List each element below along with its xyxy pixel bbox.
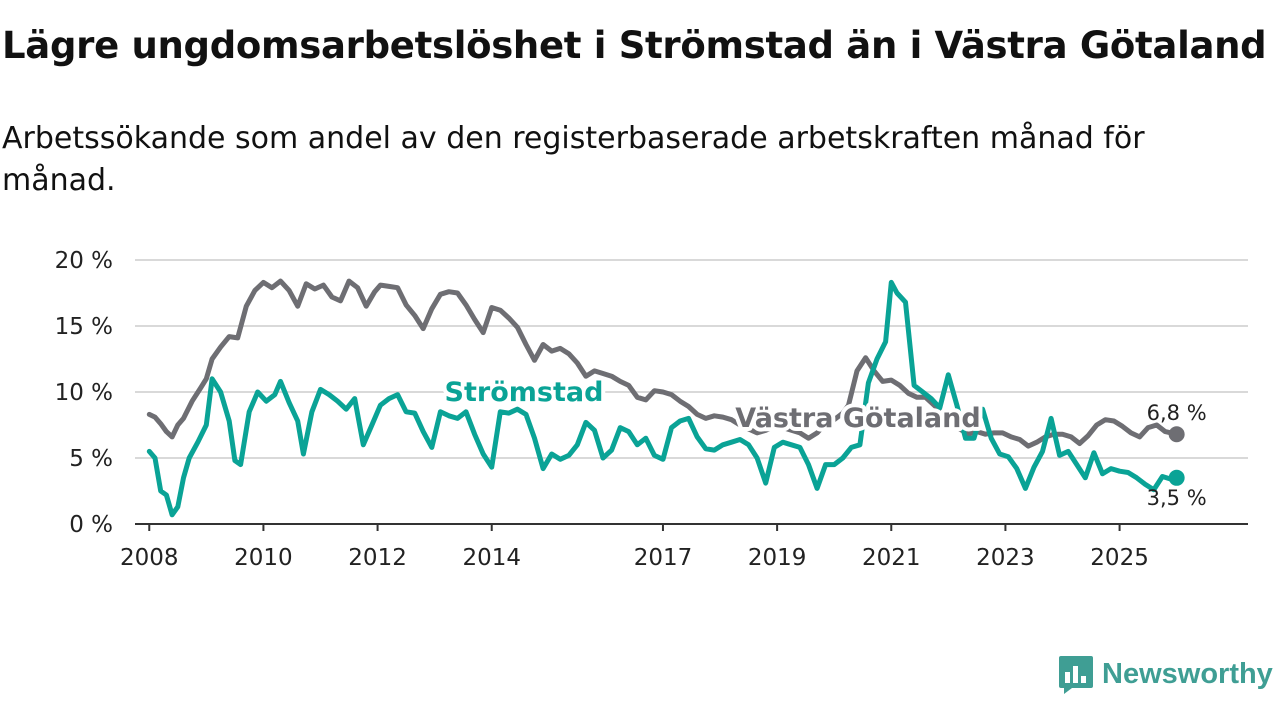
vastra-gotaland-end-label: 6,8 %	[1147, 401, 1207, 425]
vastra-gotaland-label-halo: Västra Götaland	[735, 403, 980, 434]
x-tick-label: 2021	[862, 545, 921, 571]
stromstad-series-label: Strömstad	[445, 377, 604, 408]
brand-logo: Newsworthy	[1058, 654, 1273, 694]
x-tick-label: 2017	[634, 545, 693, 571]
x-tick-label: 2012	[348, 545, 407, 571]
newsworthy-logo-icon	[1059, 656, 1093, 694]
stromstad-end-point	[1168, 469, 1185, 486]
y-tick-label: 0 %	[69, 512, 113, 538]
chart-title: Lägre ungdomsarbetslöshet i Strömstad än…	[2, 24, 1267, 67]
vastra-gotaland-end-point	[1168, 426, 1185, 443]
brand-name: Newsworthy	[1102, 657, 1273, 690]
stromstad-line	[146, 279, 1180, 518]
y-tick-label: 20 %	[55, 248, 113, 274]
vastra-gotaland-line	[146, 278, 1180, 449]
x-tick-label: 2014	[462, 545, 521, 571]
vastra-gotaland-series-label: Västra Götaland	[735, 403, 980, 434]
chart-subtitle: Arbetssökande som andel av den registerb…	[2, 121, 1145, 198]
stromstad-end-label: 3,5 %	[1147, 486, 1207, 510]
y-tick-label: 15 %	[55, 314, 113, 340]
x-tick-label: 2025	[1090, 545, 1149, 571]
x-tick-label: 2019	[748, 545, 807, 571]
y-tick-label: 5 %	[69, 446, 113, 472]
x-tick-label: 2010	[234, 545, 293, 571]
stromstad-label-halo: Strömstad	[445, 377, 604, 408]
x-tick-label: 2023	[976, 545, 1035, 571]
x-tick-label: 2008	[120, 545, 179, 571]
y-tick-label: 10 %	[55, 380, 113, 406]
